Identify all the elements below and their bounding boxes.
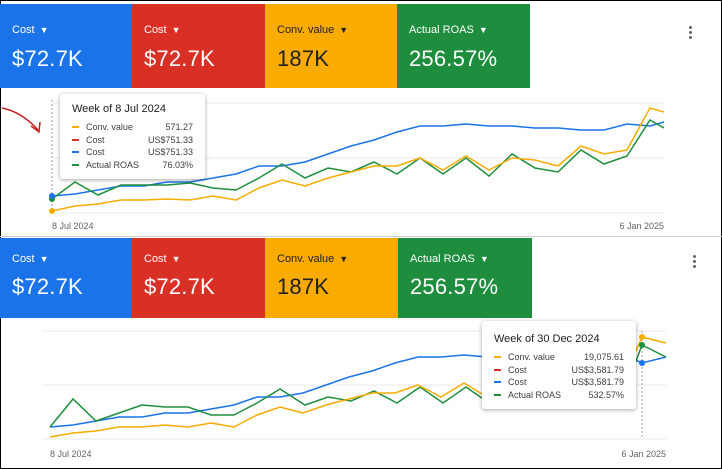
metric-label: Cost bbox=[144, 253, 167, 265]
legend-swatch bbox=[494, 368, 501, 371]
metric-label: Cost bbox=[12, 24, 35, 36]
more-options-icon[interactable] bbox=[682, 22, 698, 42]
tooltip-series-name: Cost bbox=[86, 147, 105, 158]
metric-value: $72.7K bbox=[144, 46, 215, 71]
tooltip-series-value: 19,075.61 bbox=[583, 352, 624, 363]
legend-swatch bbox=[494, 381, 501, 384]
metric-card-conv-value[interactable]: Conv. value ▼ 187K bbox=[265, 238, 398, 318]
legend-swatch bbox=[72, 138, 79, 141]
dropdown-caret-icon[interactable]: ▼ bbox=[339, 25, 349, 35]
metric-value: 187K bbox=[277, 274, 330, 299]
performance-panel-top: Cost ▼ $72.7K Cost ▼ $72.7K Conv. value ▼ 1… bbox=[0, 4, 698, 231]
series-conv-value-line bbox=[51, 107, 665, 212]
tooltip-series-name: Cost bbox=[508, 364, 527, 375]
metric-label: Cost bbox=[12, 253, 35, 265]
tooltip-row: Actual ROAS 532.57% bbox=[494, 389, 624, 402]
performance-panel-bottom: Cost ▼ $72.7K Cost ▼ $72.7K Conv. value ▼ 1… bbox=[0, 236, 722, 469]
tooltip-row: Actual ROAS 76.03% bbox=[72, 159, 193, 172]
dropdown-caret-icon[interactable]: ▼ bbox=[171, 25, 181, 35]
tooltip-series-name: Cost bbox=[508, 377, 527, 388]
series-cost-line bbox=[51, 121, 665, 197]
x-axis-end-label: 6 Jan 2025 bbox=[621, 449, 666, 459]
tooltip-title: Week of 8 Jul 2024 bbox=[72, 103, 166, 115]
metric-label: Conv. value bbox=[277, 253, 335, 265]
hover-point-cost bbox=[639, 360, 645, 366]
tooltip-series-name: Actual ROAS bbox=[86, 159, 140, 170]
dropdown-caret-icon[interactable]: ▼ bbox=[39, 254, 49, 264]
tooltip-series-name: Actual ROAS bbox=[508, 389, 562, 400]
tooltip-series-value: US$751.33 bbox=[147, 134, 193, 145]
chart-tooltip: Week of 30 Dec 2024 Conv. value 19,075.61… bbox=[482, 321, 636, 409]
tooltip-series-value: US$3,581.79 bbox=[571, 364, 624, 375]
hover-point-roas bbox=[639, 342, 645, 348]
metric-value: 187K bbox=[277, 46, 330, 71]
legend-swatch bbox=[494, 393, 501, 396]
annotation-arrowhead bbox=[30, 121, 41, 134]
metric-card-cost-blue[interactable]: Cost ▼ $72.7K bbox=[0, 238, 132, 318]
dropdown-caret-icon[interactable]: ▼ bbox=[339, 254, 349, 264]
tooltip-series-value: US$751.33 bbox=[147, 147, 193, 158]
metric-label: Conv. value bbox=[277, 24, 335, 36]
tooltip-row: Cost US$3,581.79 bbox=[494, 364, 624, 377]
annotation-arrow-icon bbox=[1, 107, 39, 131]
chart-tooltip: Week of 8 Jul 2024 Conv. value 571.27 Cos… bbox=[60, 94, 205, 179]
tooltip-row: Cost US$3,581.79 bbox=[494, 376, 624, 389]
metric-card-conv-value[interactable]: Conv. value ▼ 187K bbox=[265, 4, 397, 88]
legend-swatch bbox=[72, 151, 79, 154]
series-roas-line bbox=[51, 118, 665, 200]
metric-card-actual-roas[interactable]: Actual ROAS ▼ 256.57% bbox=[398, 238, 532, 318]
tooltip-series-name: Cost bbox=[86, 134, 105, 145]
legend-swatch bbox=[72, 163, 79, 166]
metric-value: 256.57% bbox=[409, 46, 498, 71]
hover-point-conv-value bbox=[639, 334, 645, 340]
tooltip-series-name: Conv. value bbox=[86, 122, 133, 133]
hover-point-conv-value bbox=[49, 208, 55, 214]
metric-value: $72.7K bbox=[144, 274, 215, 299]
more-options-icon[interactable] bbox=[686, 251, 702, 271]
metric-card-cost-red[interactable]: Cost ▼ $72.7K bbox=[132, 4, 265, 88]
x-axis-start-label: 8 Jul 2024 bbox=[52, 221, 94, 231]
tooltip-series-name: Conv. value bbox=[508, 352, 555, 363]
metric-value: 256.57% bbox=[410, 274, 499, 299]
tooltip-row: Conv. value 571.27 bbox=[72, 121, 193, 134]
tooltip-series-value: 76.03% bbox=[162, 159, 193, 170]
metric-value: $72.7K bbox=[12, 46, 83, 71]
tooltip-row: Cost US$751.33 bbox=[72, 134, 193, 147]
hover-point-cost bbox=[49, 193, 55, 199]
dropdown-caret-icon[interactable]: ▼ bbox=[39, 25, 49, 35]
tooltip-series-value: 532.57% bbox=[588, 389, 624, 400]
metric-card-actual-roas[interactable]: Actual ROAS ▼ 256.57% bbox=[397, 4, 530, 88]
metric-card-cost-red[interactable]: Cost ▼ $72.7K bbox=[132, 238, 265, 318]
metric-card-cost-blue[interactable]: Cost ▼ $72.7K bbox=[0, 4, 132, 88]
tooltip-series-value: 571.27 bbox=[165, 122, 193, 133]
legend-swatch bbox=[494, 356, 501, 359]
dropdown-caret-icon[interactable]: ▼ bbox=[479, 254, 489, 264]
dropdown-caret-icon[interactable]: ▼ bbox=[478, 25, 488, 35]
metric-label: Actual ROAS bbox=[410, 253, 475, 265]
metric-label: Actual ROAS bbox=[409, 24, 474, 36]
legend-swatch bbox=[72, 126, 79, 129]
metric-value: $72.7K bbox=[12, 274, 83, 299]
metric-label: Cost bbox=[144, 24, 167, 36]
x-axis-start-label: 8 Jul 2024 bbox=[50, 449, 92, 459]
tooltip-row: Conv. value 19,075.61 bbox=[494, 351, 624, 364]
x-axis-end-label: 6 Jan 2025 bbox=[619, 221, 664, 231]
dropdown-caret-icon[interactable]: ▼ bbox=[171, 254, 181, 264]
tooltip-row: Cost US$751.33 bbox=[72, 146, 193, 159]
tooltip-title: Week of 30 Dec 2024 bbox=[494, 333, 600, 345]
tooltip-series-value: US$3,581.79 bbox=[571, 377, 624, 388]
